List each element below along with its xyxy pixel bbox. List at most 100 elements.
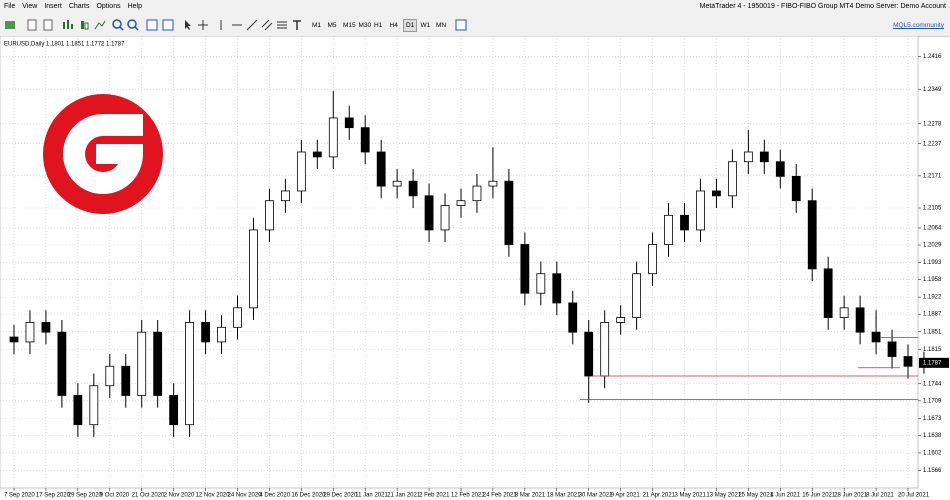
candle-body bbox=[73, 395, 83, 426]
market-watch-icon[interactable] bbox=[42, 19, 54, 31]
menu-item[interactable]: File bbox=[4, 3, 16, 10]
candle-body bbox=[791, 175, 801, 202]
crosshair-icon[interactable] bbox=[197, 19, 209, 31]
x-tick-label: 9 Oct 2020 bbox=[100, 493, 130, 499]
profiles-icon[interactable] bbox=[26, 19, 38, 31]
candle-body bbox=[57, 331, 67, 396]
candle-body bbox=[871, 331, 881, 343]
zoom-in-icon[interactable] bbox=[112, 19, 124, 31]
scroll-icon[interactable] bbox=[162, 19, 174, 31]
y-tick-label: 1.1887 bbox=[923, 312, 942, 318]
y-tick-label: 1.1673 bbox=[923, 416, 942, 422]
y-tick-label: 1.1744 bbox=[923, 381, 942, 387]
x-tick-label: 11 Jan 2021 bbox=[355, 493, 388, 499]
menu: File View Insert Charts Options Help bbox=[0, 3, 145, 10]
candle-body bbox=[727, 161, 737, 197]
vline-icon[interactable] bbox=[215, 19, 227, 31]
candle-body bbox=[552, 273, 562, 304]
x-tick-label: 4 Jun 2021 bbox=[770, 493, 800, 499]
channel-icon[interactable] bbox=[261, 19, 273, 31]
candle-body bbox=[185, 322, 195, 426]
candle-body bbox=[536, 273, 546, 294]
candle-body bbox=[520, 244, 530, 294]
chart-bars-icon[interactable] bbox=[62, 19, 74, 31]
menu-bar: File View Insert Charts Options Help MetaTrad… bbox=[0, 0, 950, 14]
zoom-out-icon[interactable] bbox=[127, 19, 139, 31]
menu-item[interactable]: Options bbox=[96, 3, 121, 10]
candle-body bbox=[903, 356, 913, 367]
candle-body bbox=[201, 322, 210, 343]
x-tick-label: 24 Feb 2021 bbox=[483, 493, 517, 499]
timeframe-button[interactable]: H1 bbox=[374, 22, 383, 29]
timeframe-button[interactable]: M15 bbox=[343, 22, 356, 29]
x-tick-label: 16 Jun 2021 bbox=[802, 493, 836, 499]
timeframe-button[interactable]: D1 bbox=[403, 19, 418, 32]
x-tick-label: 28 Jun 2021 bbox=[834, 493, 868, 499]
new-chart-icon[interactable] bbox=[4, 19, 16, 31]
templates-icon[interactable] bbox=[455, 19, 467, 31]
x-tick-label: 24 Nov 2020 bbox=[228, 493, 263, 499]
y-tick-label: 1.1638 bbox=[923, 433, 942, 439]
tile-icon[interactable] bbox=[146, 19, 158, 31]
candle-body bbox=[632, 273, 642, 318]
candle-body bbox=[680, 214, 689, 231]
x-tick-label: 2 Feb 2021 bbox=[419, 493, 450, 499]
trendline-icon[interactable] bbox=[246, 19, 258, 31]
x-tick-label: 12 Feb 2021 bbox=[451, 493, 485, 499]
candle-body bbox=[504, 180, 514, 245]
timeframe-button[interactable]: H4 bbox=[389, 22, 398, 29]
candles-icon[interactable] bbox=[78, 19, 90, 31]
menu-item[interactable]: Charts bbox=[68, 3, 90, 10]
line-icon[interactable] bbox=[94, 19, 106, 31]
last-price-box bbox=[919, 357, 949, 368]
x-tick-label: 8 Mar 2021 bbox=[515, 493, 546, 499]
candle-body bbox=[169, 395, 179, 426]
window-title: MetaTrader 4 - 1950019 - FIBO-FIBO Group… bbox=[699, 3, 946, 10]
candle-body bbox=[759, 151, 769, 163]
candle-body bbox=[600, 322, 610, 377]
candle-body bbox=[424, 195, 434, 231]
candle-body bbox=[456, 200, 466, 206]
x-tick-label: 30 Mar 2021 bbox=[579, 493, 613, 499]
candle-body bbox=[9, 336, 19, 343]
text-icon[interactable] bbox=[291, 19, 303, 31]
candle-body bbox=[392, 180, 402, 187]
y-tick-label: 1.2416 bbox=[923, 54, 942, 60]
candle-body bbox=[344, 117, 354, 129]
x-tick-label: 29 Dec 2020 bbox=[323, 493, 358, 499]
candle-body bbox=[217, 326, 226, 343]
timeframe-button[interactable]: M1 bbox=[312, 22, 322, 29]
y-tick-label: 1.1602 bbox=[923, 451, 942, 457]
timeframe-button[interactable]: M30 bbox=[358, 22, 372, 29]
hline-icon[interactable] bbox=[231, 19, 243, 31]
y-tick-label: 1.2237 bbox=[923, 141, 942, 147]
x-tick-label: 16 Dec 2020 bbox=[291, 493, 326, 499]
x-tick-label: 18 Mar 2021 bbox=[547, 493, 581, 499]
x-tick-label: 2 Nov 2020 bbox=[164, 493, 195, 499]
candle-body bbox=[855, 307, 865, 333]
candle-body bbox=[105, 365, 115, 387]
timeframe-button[interactable]: W1 bbox=[420, 22, 431, 29]
broker-logo bbox=[43, 94, 163, 214]
chart: EURUSD,Daily 1.1801 1.1851 1.1772 1.1787… bbox=[0, 36, 949, 499]
timeframe-button[interactable]: MN bbox=[436, 22, 447, 29]
timeframe-button[interactable]: M5 bbox=[327, 22, 337, 29]
menu-item[interactable]: Help bbox=[127, 3, 142, 10]
community-link[interactable]: MQL5.community bbox=[893, 22, 944, 29]
candle-body bbox=[280, 190, 290, 202]
candle-body bbox=[887, 341, 897, 357]
chart-frame bbox=[0, 36, 919, 489]
x-tick-label: 21 Apr 2021 bbox=[643, 493, 676, 499]
menu-item[interactable]: Insert bbox=[44, 3, 62, 10]
cursor-icon[interactable] bbox=[182, 19, 194, 31]
candle-body bbox=[775, 161, 785, 177]
menu-item[interactable]: View bbox=[22, 3, 38, 10]
candle-body bbox=[839, 307, 849, 318]
y-tick-label: 1.2105 bbox=[923, 206, 942, 212]
candle-body bbox=[265, 200, 274, 231]
candle-body bbox=[296, 151, 306, 192]
symbol-info: EURUSD,Daily 1.1801 1.1851 1.1772 1.1787 bbox=[4, 42, 125, 48]
x-tick-label: 13 May 2021 bbox=[706, 493, 741, 499]
y-tick-label: 1.1922 bbox=[923, 295, 942, 301]
fibo-icon[interactable] bbox=[276, 19, 288, 31]
